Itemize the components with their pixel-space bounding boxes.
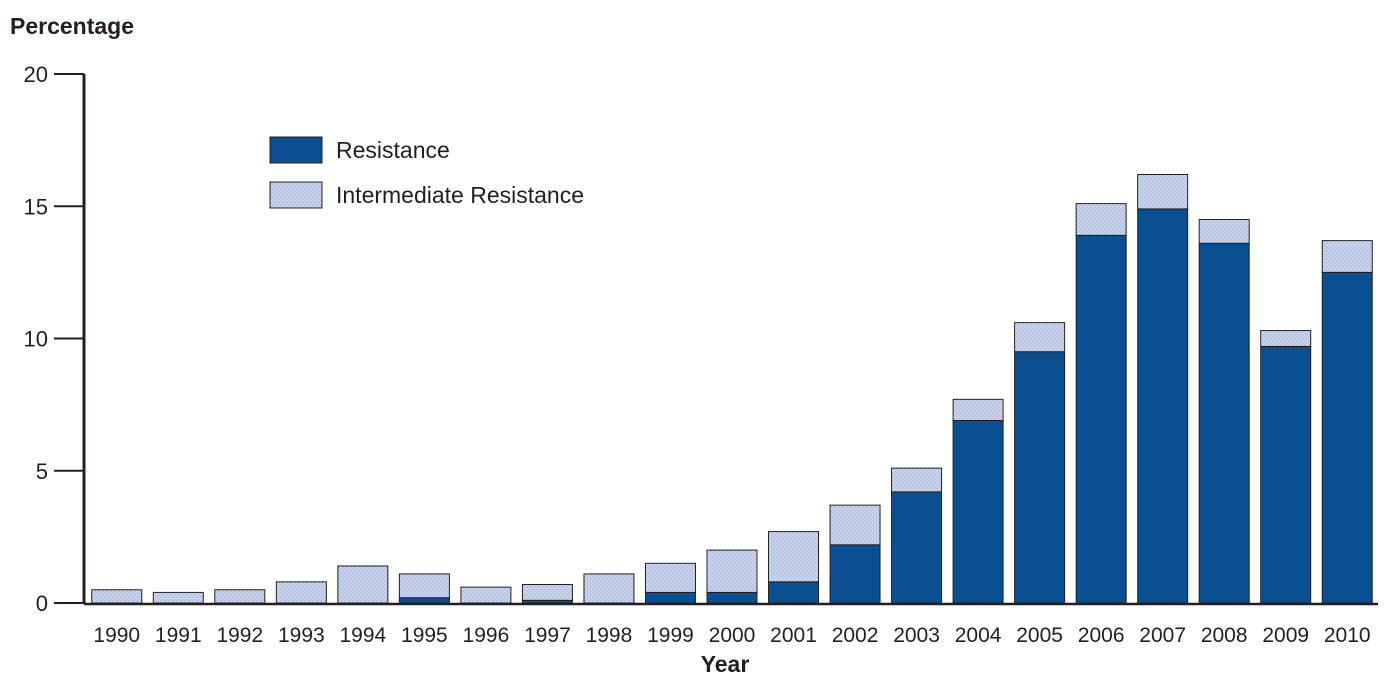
x-tick-label: 1990	[93, 624, 140, 647]
bar-segment-resistance	[1260, 345, 1312, 604]
x-axis-label: Year	[701, 651, 750, 677]
y-axis: 0 5 10 15 20	[24, 62, 86, 616]
bar-segment-intermediate-resistance	[706, 549, 758, 593]
x-tick-label: 1995	[401, 624, 448, 647]
x-tick-label: 2010	[1324, 624, 1371, 647]
bar-segment-intermediate-resistance	[829, 504, 881, 546]
legend: Resistance Intermediate Resistance	[269, 136, 584, 209]
bar-segment-intermediate-resistance	[152, 591, 204, 604]
x-tick-label: 1994	[339, 624, 386, 647]
bar-segment-resistance	[768, 581, 820, 604]
x-tick-label: 1992	[216, 624, 263, 647]
y-tick-label: 5	[36, 459, 48, 484]
x-tick-label: 1998	[586, 624, 633, 647]
bar-segment-intermediate-resistance	[398, 573, 450, 599]
bar-segment-resistance	[1014, 351, 1066, 604]
y-tick-label: 10	[24, 327, 48, 352]
x-tick-label: 1999	[647, 624, 694, 647]
bar-segment-intermediate-resistance	[1014, 322, 1066, 353]
bar-segment-intermediate-resistance	[1075, 203, 1127, 236]
bar-segment-resistance	[829, 544, 881, 604]
y-tick-label: 15	[24, 194, 48, 219]
x-axis: 1990 1991 1992 1993 1994 1995 1996 1997 1998 1999…	[84, 602, 1378, 647]
bar-segment-intermediate-resistance	[583, 573, 635, 604]
y-tick-label: 20	[24, 62, 48, 87]
bar-segment-intermediate-resistance	[337, 565, 389, 604]
bar-segment-resistance	[952, 419, 1004, 604]
y-tick-label: 0	[36, 591, 48, 616]
bar-segment-intermediate-resistance	[1260, 330, 1312, 347]
bar-segment-resistance	[706, 591, 758, 604]
x-tick-label: 1996	[463, 624, 510, 647]
bar-segment-intermediate-resistance	[460, 586, 512, 604]
bar-segment-resistance	[1075, 234, 1127, 604]
bar-segment-intermediate-resistance	[768, 531, 820, 583]
bar-segment-intermediate-resistance	[1321, 240, 1373, 273]
x-tick-label: 1993	[278, 624, 325, 647]
x-tick-label: 2007	[1139, 624, 1186, 647]
bar-segment-resistance	[644, 591, 696, 604]
y-axis-label: Percentage	[10, 13, 134, 39]
x-tick-label: 2002	[832, 624, 879, 647]
bar-segment-intermediate-resistance	[275, 581, 327, 604]
bar-segment-intermediate-resistance	[644, 562, 696, 593]
x-tick-label: 2001	[770, 624, 817, 647]
x-tick-label: 2006	[1078, 624, 1125, 647]
bar-segment-intermediate-resistance	[91, 589, 143, 604]
bar-segment-intermediate-resistance	[952, 398, 1004, 421]
bar-segment-intermediate-resistance	[214, 589, 266, 604]
legend-swatch-intermediate-resistance	[269, 181, 323, 209]
x-tick-label: 2000	[709, 624, 756, 647]
bar-segment-intermediate-resistance	[1137, 174, 1189, 210]
x-tick-label: 2008	[1201, 624, 1248, 647]
x-tick-label: 2005	[1016, 624, 1063, 647]
legend-label-resistance: Resistance	[336, 137, 450, 163]
x-tick-label: 1991	[155, 624, 202, 647]
bar-segment-intermediate-resistance	[1198, 218, 1250, 244]
x-tick-label: 2003	[893, 624, 940, 647]
x-tick-label: 2009	[1262, 624, 1309, 647]
legend-swatch-resistance	[269, 136, 323, 164]
bar-segment-resistance	[891, 491, 943, 604]
legend-label-intermediate-resistance: Intermediate Resistance	[336, 182, 584, 208]
x-tick-label: 2004	[955, 624, 1002, 647]
bar-segment-resistance	[1198, 242, 1250, 604]
bar-segment-resistance	[1137, 208, 1189, 604]
bars-group	[91, 174, 1373, 604]
x-tick-label: 1997	[524, 624, 571, 647]
bar-segment-intermediate-resistance	[521, 583, 573, 601]
bar-segment-intermediate-resistance	[891, 467, 943, 493]
bar-segment-resistance	[1321, 271, 1373, 604]
bar-segment-resistance	[398, 597, 450, 604]
